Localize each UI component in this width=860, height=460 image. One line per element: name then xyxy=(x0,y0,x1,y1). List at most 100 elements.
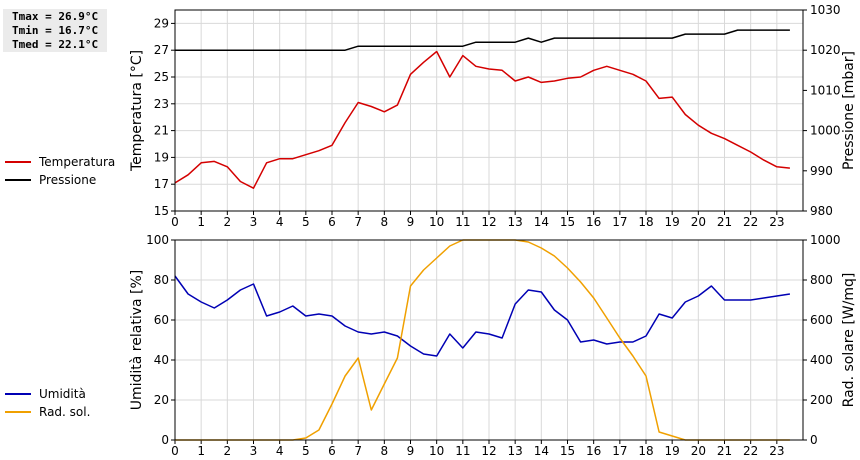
chart2-y2-tick-label: 0 xyxy=(810,433,818,447)
chart1-x-tick-label: 10 xyxy=(429,215,444,229)
chart2-y-tick-label: 100 xyxy=(146,233,169,247)
chart1-x-tick-label: 20 xyxy=(691,215,706,229)
legend-label-temperatura: Temperatura xyxy=(39,155,116,169)
chart2-x-tick-label: 11 xyxy=(455,444,470,458)
chart1-x-tick-label: 5 xyxy=(302,215,310,229)
chart1-x-tick-label: 16 xyxy=(586,215,601,229)
legend-swatch-temperatura xyxy=(5,161,31,163)
chart2-series-umidit xyxy=(174,275,791,357)
chart2-y-tick-label: 40 xyxy=(154,353,169,367)
chart2-y2-tick-label: 200 xyxy=(810,393,833,407)
chart2-x-tick-label: 14 xyxy=(534,444,549,458)
chart1-x-tick-label: 8 xyxy=(381,215,389,229)
chart2-x-tick-label: 17 xyxy=(612,444,627,458)
chart2-y-tick-label: 80 xyxy=(154,273,169,287)
chart2-x-tick-label: 23 xyxy=(769,444,784,458)
legend-bottom: Umidità Rad. sol. xyxy=(5,385,90,421)
chart2-x-tick-label: 7 xyxy=(354,444,362,458)
chart2-x-tick-label: 4 xyxy=(276,444,284,458)
chart1-y-tick-label: 15 xyxy=(154,204,169,218)
chart1-y2-tick-label: 1020 xyxy=(810,43,841,57)
chart1-y2-tick-label: 980 xyxy=(810,204,833,218)
chart1-y2-tick-label: 1000 xyxy=(810,124,841,138)
chart2-frame xyxy=(174,239,804,441)
chart1-x-tick-label: 6 xyxy=(328,215,336,229)
chart1-y-tick-label: 19 xyxy=(154,150,169,164)
chart1-y-tick-label: 29 xyxy=(154,16,169,30)
chart1-x-tick-label: 18 xyxy=(638,215,653,229)
chart1-y2-tick-label: 990 xyxy=(810,164,833,178)
legend-item-pressione: Pressione xyxy=(5,171,115,189)
chart1-x-tick-label: 13 xyxy=(508,215,523,229)
stats-box: Tmax = 26.9°C Tmin = 16.7°C Tmed = 22.1°… xyxy=(3,9,107,52)
chart2-x-tick-label: 21 xyxy=(717,444,732,458)
chart2-y-axis-title: Umidità relativa [%] xyxy=(129,270,145,411)
chart1-x-tick-label: 2 xyxy=(224,215,232,229)
chart2-x-tick-label: 9 xyxy=(407,444,415,458)
chart2-x-tick-label: 22 xyxy=(743,444,758,458)
legend-label-radsol: Rad. sol. xyxy=(39,405,91,419)
stats-tmax: Tmax = 26.9°C xyxy=(12,10,99,23)
chart1-y2-tick-label: 1030 xyxy=(810,3,841,17)
chart2-y-tick-label: 60 xyxy=(154,313,169,327)
chart1-x-tick-label: 3 xyxy=(250,215,258,229)
chart2-x-tick-label: 2 xyxy=(224,444,232,458)
chart1-y-tick-label: 23 xyxy=(154,97,169,111)
legend-label-umidita: Umidità xyxy=(39,387,86,401)
chart1-frame xyxy=(174,9,804,212)
chart2-x-tick-label: 5 xyxy=(302,444,310,458)
chart2-y2-axis-title: Rad. solare [W/mq] xyxy=(841,273,857,408)
chart2-x-tick-label: 13 xyxy=(508,444,523,458)
chart2-x-tick-label: 1 xyxy=(197,444,205,458)
chart2-y2-tick-label: 800 xyxy=(810,273,833,287)
legend-item-temperatura: Temperatura xyxy=(5,153,115,171)
chart2-x-tick-label: 19 xyxy=(665,444,680,458)
chart1-x-tick-label: 14 xyxy=(534,215,549,229)
chart1-y-tick-label: 21 xyxy=(154,124,169,138)
chart1-x-tick-label: 23 xyxy=(769,215,784,229)
chart1-x-tick-label: 17 xyxy=(612,215,627,229)
legend-item-umidita: Umidità xyxy=(5,385,90,403)
chart2-x-tick-label: 15 xyxy=(560,444,575,458)
chart1-x-tick-label: 11 xyxy=(455,215,470,229)
chart2-x-tick-label: 6 xyxy=(328,444,336,458)
stats-tmin: Tmin = 16.7°C xyxy=(12,24,99,37)
chart2-x-tick-label: 0 xyxy=(171,444,179,458)
chart1-y-tick-label: 17 xyxy=(154,177,169,191)
legend-item-radsol: Rad. sol. xyxy=(5,403,90,421)
chart1-x-tick-label: 21 xyxy=(717,215,732,229)
chart1-x-tick-label: 9 xyxy=(407,215,415,229)
chart2-y-tick-label: 20 xyxy=(154,393,169,407)
chart1-y-tick-label: 27 xyxy=(154,43,169,57)
chart1-x-tick-label: 19 xyxy=(665,215,680,229)
chart2-x-tick-label: 18 xyxy=(638,444,653,458)
chart1-x-tick-label: 15 xyxy=(560,215,575,229)
chart1-y-tick-label: 25 xyxy=(154,70,169,84)
legend-swatch-umidita xyxy=(5,393,31,395)
chart1-x-tick-label: 4 xyxy=(276,215,284,229)
chart2-y-tick-label: 0 xyxy=(161,433,169,447)
chart1-x-tick-label: 22 xyxy=(743,215,758,229)
chart1-series-temperatura xyxy=(174,50,790,189)
chart2-y2-tick-label: 400 xyxy=(810,353,833,367)
legend-swatch-pressione xyxy=(5,179,31,181)
stats-tmed: Tmed = 22.1°C xyxy=(12,38,99,51)
chart2-x-tick-label: 8 xyxy=(381,444,389,458)
legend-swatch-radsol xyxy=(5,411,31,413)
legend-top: Temperatura Pressione xyxy=(5,153,115,189)
chart2-x-tick-label: 3 xyxy=(250,444,258,458)
legend-label-pressione: Pressione xyxy=(39,173,97,187)
chart1-x-tick-label: 1 xyxy=(197,215,205,229)
chart1-x-tick-label: 7 xyxy=(354,215,362,229)
chart2-y2-tick-label: 600 xyxy=(810,313,833,327)
chart2-x-tick-label: 10 xyxy=(429,444,444,458)
chart1-x-tick-label: 12 xyxy=(481,215,496,229)
chart2-x-tick-label: 20 xyxy=(691,444,706,458)
chart2-x-tick-label: 16 xyxy=(586,444,601,458)
chart2-y2-tick-label: 1000 xyxy=(810,233,841,247)
chart1-y2-axis-title: Pressione [mbar] xyxy=(841,51,857,170)
chart2-x-tick-label: 12 xyxy=(481,444,496,458)
chart1-y-axis-title: Temperatura [°C] xyxy=(129,50,145,172)
chart1-y2-tick-label: 1010 xyxy=(810,83,841,97)
